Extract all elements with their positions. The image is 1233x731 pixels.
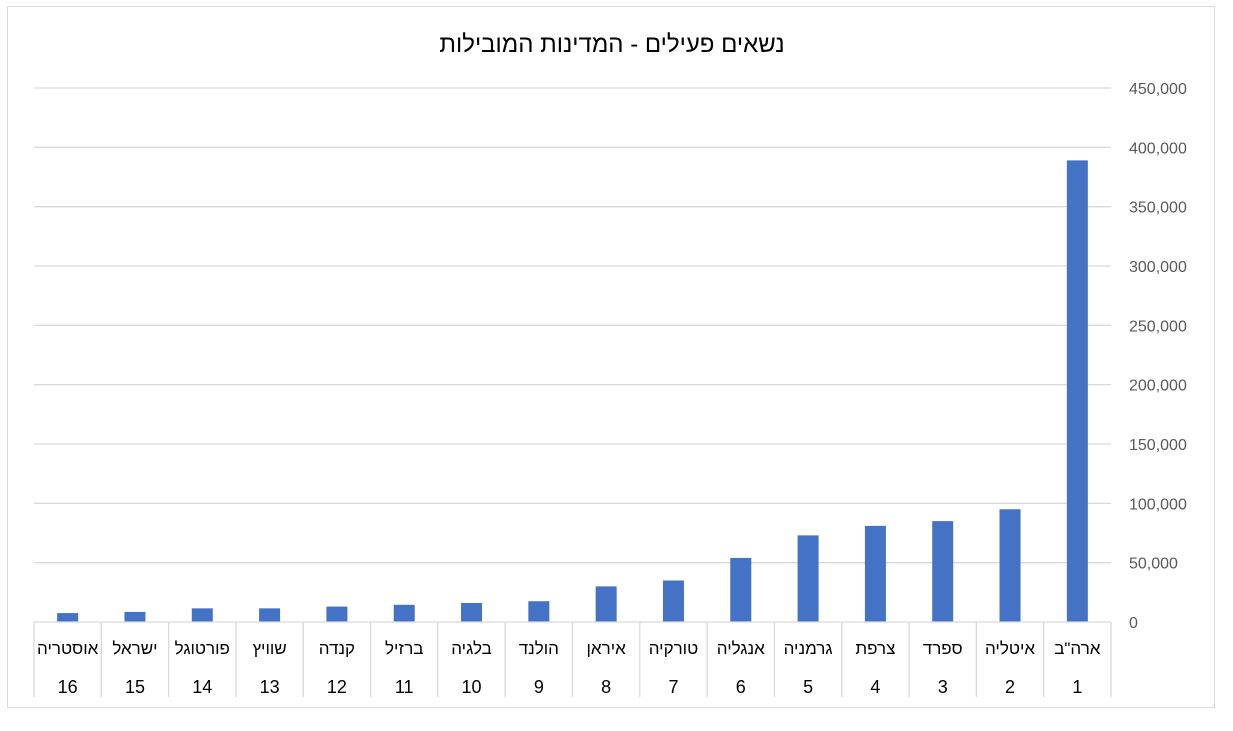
x-category-label: צרפת xyxy=(855,639,895,658)
x-category-label: אוסטריה xyxy=(37,639,99,658)
x-category-label: בלגיה xyxy=(451,639,492,658)
x-category-label: ישראל xyxy=(112,639,157,658)
x-rank-label: 6 xyxy=(736,677,746,697)
bar xyxy=(461,603,483,622)
x-rank-label: 8 xyxy=(601,677,611,697)
x-category-label: גרמניה xyxy=(784,639,833,658)
y-tick-label: 100,000 xyxy=(1129,496,1187,513)
x-rank-label: 2 xyxy=(1005,677,1015,697)
bars xyxy=(57,160,1088,623)
bar xyxy=(797,535,819,622)
y-tick-label: 300,000 xyxy=(1129,259,1187,276)
bar xyxy=(326,606,348,622)
grid-lines xyxy=(34,87,1111,564)
x-rank-label: 5 xyxy=(803,677,813,697)
x-rank-label: 11 xyxy=(395,677,414,697)
y-axis-ticks: 0 50,000 100,000 150,000 200,000 250,000 300,0… xyxy=(1129,81,1187,632)
bar xyxy=(124,611,146,622)
x-category-label: ארה"ב xyxy=(1054,639,1101,658)
x-category-label: איטליה xyxy=(985,639,1035,658)
y-tick-label: 400,000 xyxy=(1129,140,1187,157)
x-category-label: ספרד xyxy=(923,639,963,658)
bar xyxy=(730,557,752,622)
x-rank-label: 13 xyxy=(260,677,280,697)
y-tick-label: 250,000 xyxy=(1129,318,1187,335)
x-category-label: אנגליה xyxy=(717,639,765,658)
y-tick-label: 50,000 xyxy=(1129,556,1178,573)
x-rank-label: 1 xyxy=(1072,677,1082,697)
bar xyxy=(393,604,415,622)
y-tick-label: 0 xyxy=(1129,615,1138,632)
x-rank-label: 3 xyxy=(938,677,948,697)
x-rank-label: 16 xyxy=(58,677,78,697)
x-rank-label: 15 xyxy=(125,677,145,697)
x-axis-table: ארה"ב 1 איטליה 2 ספרד 3 צרפת 4 גרמניה 5 אנגליה 6 טור… xyxy=(33,621,1112,697)
bar xyxy=(662,580,684,622)
x-rank-label: 4 xyxy=(870,677,880,697)
x-category-label: טורקיה xyxy=(649,639,698,658)
x-category-label: ברזיל xyxy=(385,639,424,658)
x-category-label: שוויץ xyxy=(252,639,286,658)
x-category-label: קנדה xyxy=(319,639,355,658)
bar xyxy=(595,586,617,622)
chart-frame: נשאים פעילים - המדינות המובילות 0 50,000 1… xyxy=(7,6,1215,708)
bar xyxy=(528,601,550,622)
bar xyxy=(259,608,281,622)
x-rank-label: 14 xyxy=(192,677,212,697)
x-category-label: הולנד xyxy=(519,639,559,658)
x-rank-label: 12 xyxy=(327,677,347,697)
x-rank-label: 9 xyxy=(534,677,544,697)
chart-title: נשאים פעילים - המדינות המובילות xyxy=(439,31,784,58)
y-tick-label: 150,000 xyxy=(1129,437,1187,454)
x-category-label: איראן xyxy=(587,639,627,658)
x-category-label: פורטוגל xyxy=(175,639,230,658)
bar xyxy=(932,521,954,622)
bar xyxy=(999,509,1021,622)
y-tick-label: 450,000 xyxy=(1129,81,1187,98)
y-tick-label: 350,000 xyxy=(1129,200,1187,217)
y-tick-label: 200,000 xyxy=(1129,378,1187,395)
x-rank-label: 10 xyxy=(462,677,482,697)
chart-svg: נשאים פעילים - המדינות המובילות 0 50,000 1… xyxy=(33,31,1187,697)
x-rank-label: 7 xyxy=(668,677,678,697)
bar xyxy=(57,613,79,622)
bar xyxy=(864,525,886,622)
bar xyxy=(191,608,213,622)
bar xyxy=(1066,160,1088,623)
